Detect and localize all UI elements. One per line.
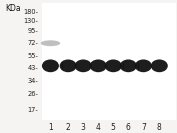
Text: 17-: 17-: [27, 107, 38, 113]
Ellipse shape: [90, 59, 107, 72]
Text: 43-: 43-: [27, 65, 38, 71]
Text: 4: 4: [96, 122, 101, 132]
Text: 72-: 72-: [27, 40, 38, 46]
Text: 55-: 55-: [27, 53, 38, 59]
Text: 3: 3: [81, 122, 86, 132]
Text: 180-: 180-: [23, 9, 38, 15]
Ellipse shape: [75, 59, 92, 72]
Ellipse shape: [42, 59, 59, 72]
Text: 2: 2: [66, 122, 70, 132]
Bar: [123, 63, 124, 69]
Text: 5: 5: [111, 122, 116, 132]
Text: 95-: 95-: [27, 28, 38, 34]
Ellipse shape: [41, 40, 60, 46]
Ellipse shape: [151, 59, 168, 72]
Bar: [62, 63, 63, 69]
Text: 7: 7: [141, 122, 146, 132]
Ellipse shape: [105, 59, 122, 72]
Text: 34-: 34-: [27, 78, 38, 84]
Text: 130-: 130-: [23, 18, 38, 24]
Ellipse shape: [120, 59, 137, 72]
Bar: [108, 63, 109, 69]
Text: 8: 8: [157, 122, 162, 132]
Text: KDa: KDa: [5, 4, 21, 13]
Text: 6: 6: [126, 122, 131, 132]
Text: 1: 1: [48, 122, 53, 132]
FancyBboxPatch shape: [42, 3, 176, 120]
Text: 26-: 26-: [27, 91, 38, 97]
Ellipse shape: [60, 59, 77, 72]
Bar: [138, 63, 139, 69]
Ellipse shape: [135, 59, 152, 72]
